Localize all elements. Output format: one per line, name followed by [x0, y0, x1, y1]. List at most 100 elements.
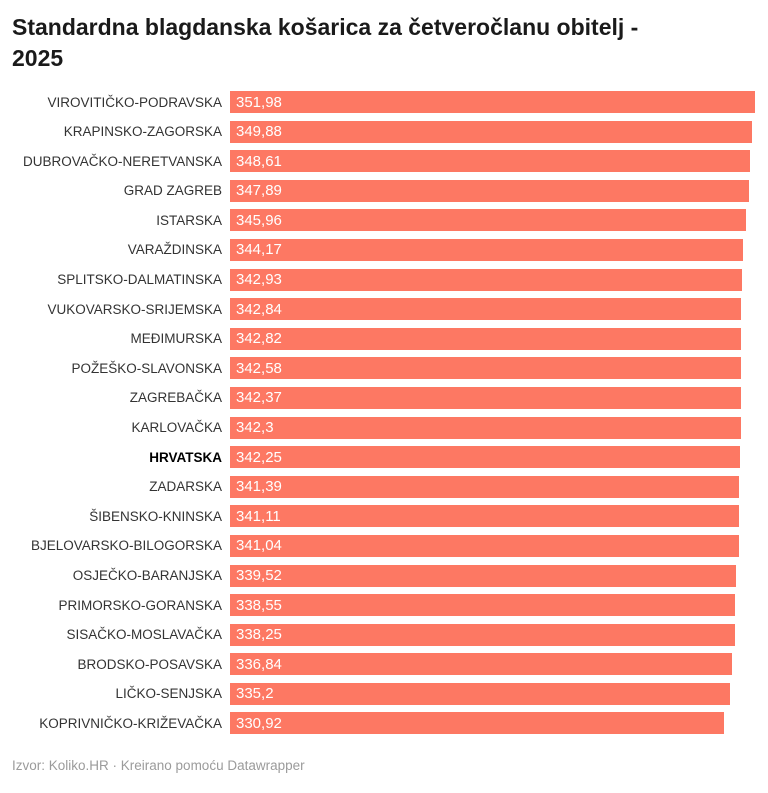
chart-row: HRVATSKA 342,25 [12, 446, 755, 469]
bar-track: 342,37 [230, 386, 755, 409]
bar-value-label: 349,88 [236, 123, 282, 141]
category-label: ZADARSKA [149, 479, 222, 495]
bar: 351,98 [230, 91, 755, 113]
bar: 344,17 [230, 238, 744, 261]
bar: 342,25 [230, 446, 741, 469]
category-label: ZAGREBAČKA [129, 390, 222, 406]
bar-track: 341,39 [230, 475, 755, 498]
bar-track: 348,61 [230, 150, 755, 173]
chart-row: ZAGREBAČKA 342,37 [12, 386, 755, 409]
source-line: Izvor: Koliko.HR · Kreirano pomoću Dataw… [12, 758, 305, 774]
category-label: LIČKO-SENJSKA [115, 686, 222, 702]
bar: 338,55 [230, 594, 735, 617]
bar-track: 338,25 [230, 623, 755, 646]
bar: 347,89 [230, 179, 749, 202]
bar: 335,2 [230, 682, 730, 705]
chart-row: VARAŽDINSKA 344,17 [12, 238, 755, 261]
chart-title-line2: 2025 [12, 45, 64, 71]
bar: 338,25 [230, 623, 735, 646]
bar-track: 335,2 [230, 682, 755, 705]
category-label: SPLITSKO-DALMATINSKA [57, 272, 222, 288]
bar-track: 330,92 [230, 712, 755, 735]
bar-track: 341,04 [230, 534, 755, 557]
category-label: BJELOVARSKO-BILOGORSKA [30, 538, 222, 554]
bar-track: 342,84 [230, 298, 755, 321]
chart-row: KOPRIVNIČKO-KRIŽEVAČKA 330,92 [12, 712, 755, 735]
chart-row: KRAPINSKO-ZAGORSKA 349,88 [12, 120, 755, 143]
bar-chart: VIROVITIČKO-PODRAVSKA 351,98 KRAPINSKO-ZAG… [12, 91, 755, 735]
chart-row: BJELOVARSKO-BILOGORSKA 341,04 [12, 534, 755, 557]
bar-value-label: 342,93 [236, 271, 282, 289]
bar-value-label: 342,37 [236, 389, 282, 407]
chart-row: SISAČKO-MOSLAVAČKA 338,25 [12, 623, 755, 646]
bar: 345,96 [230, 209, 747, 232]
bar-track: 349,88 [230, 120, 755, 143]
bar-track: 345,96 [230, 209, 755, 232]
chart-row: PRIMORSKO-GORANSKA 338,55 [12, 594, 755, 617]
bar-track: 351,98 [230, 91, 755, 113]
category-label: KARLOVAČKA [131, 420, 222, 436]
bar-track: 342,25 [230, 446, 755, 469]
bar-value-label: 351,98 [236, 93, 282, 111]
chart-row: VUKOVARSKO-SRIJEMSKA 342,84 [12, 298, 755, 321]
category-label: OSJEČKO-BARANJSKA [72, 568, 222, 583]
chart-row: POŽEŠKO-SLAVONSKA 342,58 [12, 357, 755, 380]
bar-value-label: 341,04 [236, 537, 282, 555]
category-label: ISTARSKA [156, 212, 222, 228]
bar-value-label: 342,82 [236, 330, 282, 348]
category-label: KOPRIVNIČKO-KRIŽEVAČKA [39, 715, 222, 731]
chart-row: ZADARSKA 341,39 [12, 475, 755, 498]
chart-row: ŠIBENSKO-KNINSKA 341,11 [12, 505, 755, 528]
bar: 339,52 [230, 564, 737, 587]
chart-row: VIROVITIČKO-PODRAVSKA 351,98 [12, 91, 755, 113]
category-label: GRAD ZAGREB [123, 183, 222, 199]
bar-value-label: 338,25 [236, 626, 282, 644]
chart-row: OSJEČKO-BARANJSKA 339,52 [12, 564, 755, 587]
bar: 342,58 [230, 357, 741, 380]
category-label: PRIMORSKO-GORANSKA [58, 597, 222, 613]
bar-track: 342,3 [230, 416, 755, 439]
chart-row: KARLOVAČKA 342,3 [12, 416, 755, 439]
bar-value-label: 342,58 [236, 359, 282, 377]
bar: 341,11 [230, 505, 739, 528]
bar-value-label: 339,52 [236, 567, 282, 584]
chart-row: DUBROVAČKO-NERETVANSKA 348,61 [12, 150, 755, 173]
bar-value-label: 342,3 [236, 419, 274, 437]
bar: 349,88 [230, 120, 752, 143]
bar-value-label: 347,89 [236, 182, 282, 200]
bar-value-label: 336,84 [236, 655, 282, 673]
bar-track: 336,84 [230, 653, 755, 676]
category-label: VARAŽDINSKA [127, 242, 222, 258]
bar-value-label: 341,39 [236, 478, 282, 496]
category-label: MEĐIMURSKA [130, 331, 222, 347]
bar: 342,3 [230, 416, 741, 439]
category-label: BRODSKO-POSAVSKA [77, 656, 222, 672]
bar-track: 342,58 [230, 357, 755, 380]
bar-track: 347,89 [230, 179, 755, 202]
category-label: HRVATSKA [149, 449, 222, 465]
category-label: VIROVITIČKO-PODRAVSKA [47, 94, 222, 110]
category-label: DUBROVAČKO-NERETVANSKA [22, 153, 222, 169]
bar: 330,92 [230, 712, 724, 735]
chart-row: BRODSKO-POSAVSKA 336,84 [12, 653, 755, 676]
bar: 348,61 [230, 150, 750, 173]
bar-value-label: 335,2 [236, 685, 274, 703]
chart-row: ISTARSKA 345,96 [12, 209, 755, 232]
bar-value-label: 342,25 [236, 448, 282, 466]
category-label: KRAPINSKO-ZAGORSKA [63, 124, 222, 140]
bar-value-label: 342,84 [236, 300, 282, 318]
bar-track: 341,11 [230, 505, 755, 528]
bar: 342,93 [230, 268, 742, 291]
bar-track: 344,17 [230, 238, 755, 261]
bar: 341,39 [230, 475, 740, 498]
chart-row: MEĐIMURSKA 342,82 [12, 327, 755, 350]
category-label: POŽEŠKO-SLAVONSKA [71, 360, 222, 376]
chart-row: SPLITSKO-DALMATINSKA 342,93 [12, 268, 755, 291]
chart-row: GRAD ZAGREB 347,89 [12, 179, 755, 202]
bar-track: 339,52 [230, 564, 755, 587]
bar-value-label: 341,11 [236, 507, 281, 525]
bar: 342,82 [230, 327, 742, 350]
bar-value-label: 338,55 [236, 596, 282, 614]
bar: 342,37 [230, 386, 741, 409]
